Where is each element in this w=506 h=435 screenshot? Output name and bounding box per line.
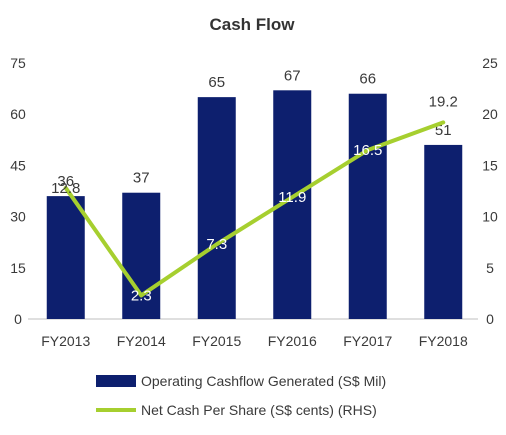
bar-value-label: 51 <box>435 122 452 139</box>
right-axis-tick-label: 15 <box>482 157 498 173</box>
line-value-label: 7.3 <box>206 236 227 253</box>
line-value-label: 19.2 <box>429 93 458 110</box>
legend-entry-operating-cashflow: Operating Cashflow Generated (S$ Mil) <box>141 373 386 389</box>
net-cash-per-share-line <box>63 120 446 298</box>
legend-entry-net-cash-per-share: Net Cash Per Share (S$ cents) (RHS) <box>141 402 377 418</box>
category-label: FY2013 <box>41 333 90 349</box>
bar-value-label: 65 <box>208 74 225 91</box>
bar-value-label: 67 <box>284 67 301 84</box>
bar-series <box>46 90 463 319</box>
left-axis-tick-label: 75 <box>10 55 26 71</box>
bar-fy2017 <box>348 93 387 319</box>
bar-fy2015 <box>197 97 236 319</box>
left-axis-ticks: 0 15 30 45 60 75 <box>10 55 26 327</box>
category-label: FY2016 <box>268 333 317 349</box>
category-label: FY2014 <box>117 333 166 349</box>
left-axis-tick-label: 0 <box>14 311 22 327</box>
left-axis-tick-label: 15 <box>10 260 26 276</box>
legend: Operating Cashflow Generated (S$ Mil) Net… <box>96 373 386 418</box>
line-value-label: 2.3 <box>131 287 152 304</box>
right-axis-tick-label: 0 <box>486 311 494 327</box>
bar-fy2018 <box>424 144 463 319</box>
line-value-label: 11.9 <box>278 189 306 206</box>
bar-fy2014 <box>122 192 161 319</box>
right-axis-ticks: 0 5 10 15 20 25 <box>482 55 498 327</box>
left-axis-tick-label: 45 <box>10 157 26 173</box>
chart-title: Cash Flow <box>209 15 295 34</box>
category-label: FY2017 <box>343 333 392 349</box>
bar-value-labels: 36 37 65 67 66 51 <box>57 67 451 190</box>
line-value-label: 12.8 <box>51 180 80 197</box>
line-value-label: 16.5 <box>353 142 382 159</box>
category-labels: FY2013 FY2014 FY2015 FY2016 FY2017 FY2018 <box>41 333 468 349</box>
bar-value-label: 66 <box>359 71 376 88</box>
line-series <box>63 120 446 298</box>
category-label: FY2018 <box>419 333 468 349</box>
legend-bar-swatch <box>96 375 136 387</box>
right-axis-tick-label: 10 <box>482 209 498 225</box>
right-axis-tick-label: 5 <box>486 260 494 276</box>
right-axis-tick-label: 25 <box>482 55 498 71</box>
left-axis-tick-label: 30 <box>10 209 26 225</box>
right-axis-tick-label: 20 <box>482 106 498 122</box>
bar-value-label: 37 <box>133 170 150 187</box>
bar-value-label: 36 <box>57 173 74 190</box>
left-axis-tick-label: 60 <box>10 106 26 122</box>
category-label: FY2015 <box>192 333 241 349</box>
bar-fy2013 <box>46 196 85 319</box>
line-value-labels: 12.8 2.3 7.3 11.9 16.5 19.2 <box>51 93 458 304</box>
